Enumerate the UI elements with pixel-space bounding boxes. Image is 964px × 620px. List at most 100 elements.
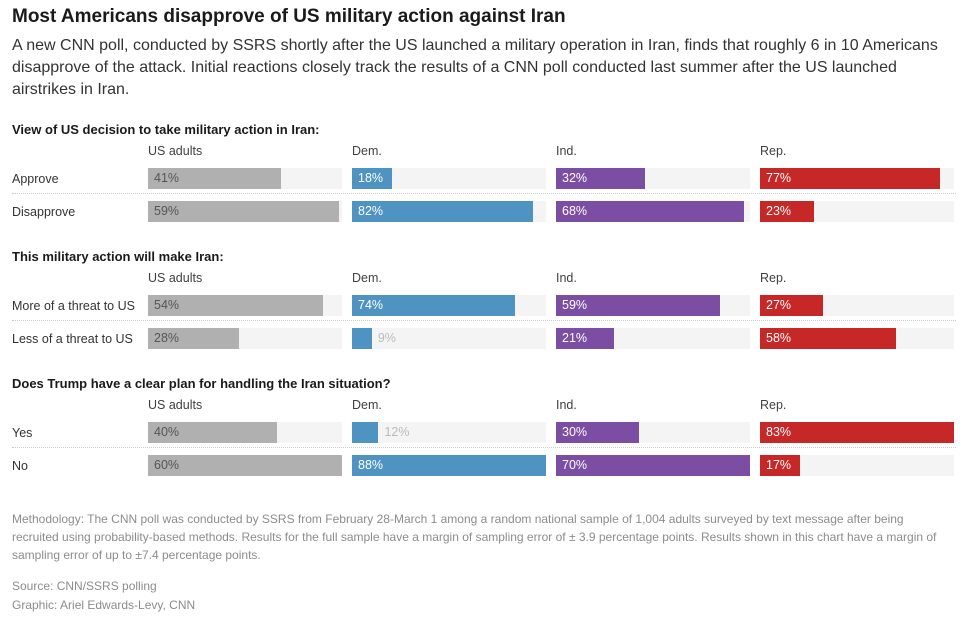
bar-track: 28% [148,328,342,349]
row-divider [12,320,956,321]
row-label: Less of a threat to US [12,332,133,346]
methodology-note: Methodology: The CNN poll was conducted … [12,512,937,562]
bar [148,455,342,476]
bar-track: 58% [760,328,954,349]
bar [148,168,281,189]
data-label: 32% [562,171,588,185]
data-label: 88% [358,458,384,472]
bar-track: 21% [556,328,750,349]
bar-track: 18% [352,168,546,189]
row-divider [12,447,956,448]
bar [556,422,640,443]
bar [760,295,824,316]
data-label: 77% [766,171,792,185]
bar-track: 23% [760,201,954,222]
table-row: Less of a threat to US 28% 9% 21% 58% [12,324,956,357]
bar-track: 68% [556,201,750,222]
bar-track: 54% [148,295,342,316]
data-label: 27% [766,298,792,312]
bar [148,328,239,349]
column-header: US adults [148,144,203,158]
table-row: Disapprove 59% 82% 68% 23% [12,197,956,230]
data-label: 9% [377,331,396,345]
bar [556,295,720,316]
bar-track: 30% [556,422,750,443]
data-label: 30% [562,425,588,439]
bar [352,328,372,349]
data-label: 83% [766,425,792,439]
bar [148,422,278,443]
bar [556,328,615,349]
data-label: 82% [358,204,384,218]
table-row: Yes 40% 12% 30% 83% [12,418,956,451]
bar-track: 12% [352,422,546,443]
data-label: 40% [154,425,180,439]
bar [760,422,954,443]
bar-track: 40% [148,422,342,443]
bar [556,168,645,189]
data-label: 21% [562,331,588,345]
column-header: US adults [148,398,203,412]
bar-track: 60% [148,455,342,476]
bar-track: 9% [352,328,546,349]
bar-track: 41% [148,168,342,189]
bar [760,455,800,476]
bar-track: 27% [760,295,954,316]
data-label: 59% [154,204,180,218]
graphic-credit: Graphic: Ariel Edwards-Levy, CNN [12,598,196,612]
column-header: Ind. [556,398,577,412]
bar-track: 59% [148,201,342,222]
column-header: Dem. [352,144,382,158]
bar [148,201,339,222]
column-header: US adults [148,271,203,285]
data-label: 41% [154,171,180,185]
row-divider [12,193,956,194]
column-header: Dem. [352,398,382,412]
source-note: Source: CNN/SSRS polling [12,579,157,593]
bar [556,455,750,476]
data-label: 17% [766,458,792,472]
bar [352,455,546,476]
row-label: Approve [12,172,59,186]
row-label: Disapprove [12,205,76,219]
bar [760,168,940,189]
data-label: 12% [384,425,410,439]
data-label: 74% [358,298,384,312]
row-label: Yes [12,426,33,440]
table-row: Approve 41% 18% 32% 77% [12,164,956,197]
column-header: Rep. [760,398,787,412]
table-row: More of a threat to US 54% 74% 59% 27% [12,291,956,324]
bar-track: 70% [556,455,750,476]
data-label: 60% [154,458,180,472]
bar-track: 82% [352,201,546,222]
bar [352,168,392,189]
data-label: 28% [154,331,180,345]
table-row: No 60% 88% 70% 17% [12,451,956,484]
bar [148,295,323,316]
question-title: View of US decision to take military act… [12,122,320,137]
question-title: Does Trump have a clear plan for handlin… [12,376,391,391]
bar-track: 59% [556,295,750,316]
chart-subtitle: A new CNN poll, conducted by SSRS shortl… [12,37,938,98]
column-header: Dem. [352,271,382,285]
bar [760,201,814,222]
data-label: 68% [562,204,588,218]
data-label: 70% [562,458,588,472]
bar [556,201,745,222]
row-label: More of a threat to US [12,299,135,313]
bar-track: 83% [760,422,954,443]
data-label: 59% [562,298,588,312]
column-header: Rep. [760,144,787,158]
bar-track: 77% [760,168,954,189]
bar-track: 17% [760,455,954,476]
data-label: 58% [766,331,792,345]
bar [760,328,896,349]
column-header: Ind. [556,144,577,158]
bar [352,201,533,222]
data-label: 23% [766,204,792,218]
bar [352,422,379,443]
data-label: 18% [358,171,384,185]
question-title: This military action will make Iran: [12,249,224,264]
bar-track: 32% [556,168,750,189]
